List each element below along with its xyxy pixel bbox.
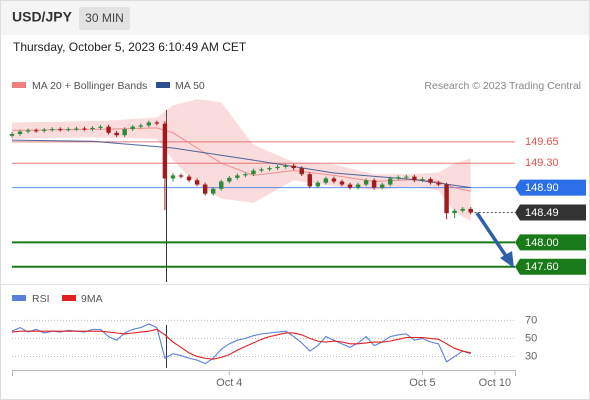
- candle-body: [58, 129, 63, 131]
- legend-swatch: [156, 82, 170, 88]
- candle-body: [283, 165, 288, 167]
- legend-label: MA 20 + Bollinger Bands: [32, 80, 147, 92]
- candle-body: [267, 168, 272, 170]
- candle-body: [299, 168, 304, 175]
- candle-body: [194, 180, 200, 185]
- candle-body: [219, 181, 224, 189]
- candle-body: [170, 175, 176, 179]
- level-label: 149.65: [525, 136, 559, 148]
- level-label-box: [515, 204, 586, 221]
- candle-body: [331, 178, 337, 182]
- y-tick-label: 30: [525, 350, 537, 362]
- candle-body: [347, 184, 353, 188]
- source: Research © 2023 Trading Central: [424, 80, 581, 92]
- candle-body: [17, 131, 23, 134]
- interval: 30 MIN: [85, 11, 124, 25]
- level-label: 148.00: [525, 237, 559, 249]
- candle-body: [50, 129, 55, 131]
- candle-body: [460, 208, 465, 211]
- forecast-arrowhead: [500, 251, 514, 268]
- level-label: 147.60: [525, 261, 559, 273]
- candle-body: [98, 126, 103, 128]
- candle-body: [323, 178, 329, 183]
- candle-body: [227, 177, 232, 182]
- candle-body: [106, 126, 111, 133]
- candle-body: [339, 181, 345, 185]
- level-label: 149.30: [525, 157, 559, 169]
- candle-body: [130, 126, 135, 130]
- level-label: 148.90: [525, 182, 559, 194]
- legend-label: RSI: [32, 293, 50, 305]
- legend-label: 9MA: [81, 293, 103, 305]
- plot: 149.65 149.30 148.90 148.49 148.00 147.60 30 50…: [9, 99, 586, 389]
- candle-body: [275, 166, 280, 169]
- legend-swatch: [62, 295, 76, 301]
- candle-body: [66, 129, 71, 131]
- candle-body: [379, 184, 385, 188]
- series-line: [11, 328, 471, 360]
- candle-body: [74, 128, 79, 130]
- candle-body: [162, 123, 168, 179]
- candle-body: [436, 182, 441, 185]
- candle-body: [146, 122, 152, 126]
- candle-body: [90, 127, 95, 130]
- candle-body: [355, 184, 361, 188]
- x-tick-label: Oct 5: [409, 377, 435, 389]
- candle-body: [371, 180, 377, 188]
- candle-body: [259, 169, 264, 171]
- timestamp: Thursday, October 5, 2023 6:10:49 AM CET: [13, 40, 247, 54]
- candle-body: [396, 177, 401, 179]
- candle-body: [41, 129, 47, 131]
- legend-label: MA 50: [175, 80, 205, 92]
- candle-body: [210, 188, 216, 194]
- x-tick-label: Oct 10: [479, 377, 511, 389]
- candle-body: [202, 184, 208, 194]
- level-label: 148.49: [525, 207, 559, 219]
- candle-body: [235, 175, 240, 178]
- candle-body: [428, 179, 433, 183]
- level-label-box: [515, 179, 586, 196]
- candle-body: [114, 132, 119, 136]
- candle-body: [452, 210, 457, 214]
- candle-body: [363, 180, 369, 185]
- candle-body: [251, 170, 256, 175]
- symbol: USD/JPY: [12, 9, 73, 25]
- level-label-box: [515, 234, 586, 251]
- candle-body: [388, 178, 393, 185]
- candle-body: [9, 133, 15, 136]
- candle-body: [243, 174, 248, 176]
- candle-body: [138, 125, 143, 127]
- candle-body: [82, 128, 87, 130]
- y-tick-label: 50: [525, 332, 537, 344]
- forecast-arrow: [475, 212, 510, 260]
- level-label-box: [515, 258, 586, 275]
- candle-body: [404, 176, 409, 178]
- candle-body: [33, 130, 39, 132]
- candle-body: [315, 182, 321, 187]
- candle-body: [178, 175, 184, 177]
- candle-body: [25, 130, 31, 132]
- candle-body: [307, 174, 312, 187]
- interval-box: [79, 7, 130, 30]
- candle-body: [420, 179, 425, 181]
- candle-body: [122, 129, 127, 136]
- candle-body: [412, 176, 417, 181]
- candle-body: [154, 122, 160, 124]
- x-tick-label: Oct 4: [216, 377, 242, 389]
- legend-swatch: [12, 295, 26, 301]
- candle-body: [186, 176, 192, 181]
- candle-body: [468, 208, 473, 213]
- candle-body: [291, 165, 296, 169]
- y-tick-label: 70: [525, 314, 537, 326]
- legend-swatch: [12, 82, 26, 88]
- candle-body: [444, 184, 449, 214]
